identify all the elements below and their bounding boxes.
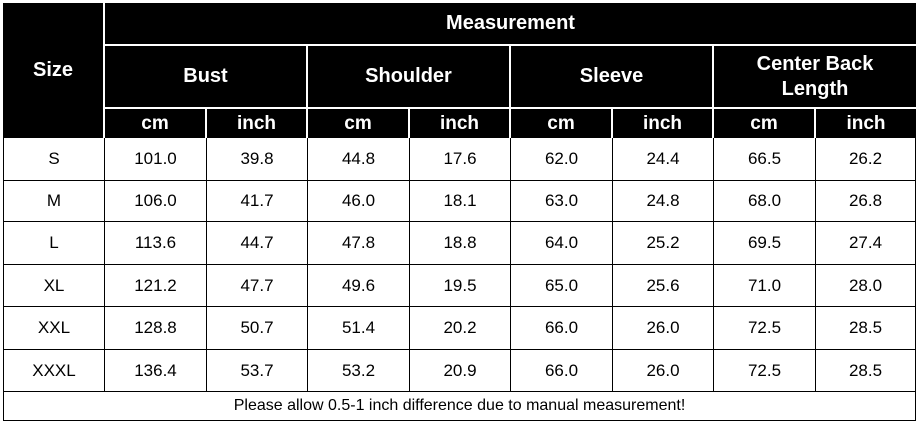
value-cell: 50.7 <box>207 307 308 350</box>
value-cell: 68.0 <box>714 181 816 222</box>
value-cell: 53.7 <box>207 350 308 392</box>
value-cell: 69.5 <box>714 222 816 265</box>
value-cell: 71.0 <box>714 265 816 307</box>
unit-header: cm <box>308 109 410 138</box>
value-cell: 26.2 <box>816 138 916 181</box>
value-cell: 18.1 <box>410 181 511 222</box>
size-header: Size <box>3 3 105 138</box>
value-cell: 25.2 <box>613 222 714 265</box>
value-cell: 28.5 <box>816 307 916 350</box>
value-cell: 18.8 <box>410 222 511 265</box>
value-cell: 51.4 <box>308 307 410 350</box>
value-cell: 128.8 <box>105 307 207 350</box>
group-header: Shoulder <box>308 46 511 109</box>
value-cell: 20.9 <box>410 350 511 392</box>
value-cell: 72.5 <box>714 307 816 350</box>
size-cell: L <box>3 222 105 265</box>
group-header: Sleeve <box>511 46 714 109</box>
value-cell: 39.8 <box>207 138 308 181</box>
measurement-header: Measurement <box>105 3 916 46</box>
unit-header: inch <box>207 109 308 138</box>
value-cell: 44.7 <box>207 222 308 265</box>
value-cell: 26.0 <box>613 307 714 350</box>
value-cell: 101.0 <box>105 138 207 181</box>
value-cell: 49.6 <box>308 265 410 307</box>
group-header: Center Back Length <box>714 46 916 109</box>
value-cell: 72.5 <box>714 350 816 392</box>
value-cell: 46.0 <box>308 181 410 222</box>
value-cell: 62.0 <box>511 138 613 181</box>
unit-header: cm <box>105 109 207 138</box>
size-cell: XXXL <box>3 350 105 392</box>
unit-header: cm <box>714 109 816 138</box>
value-cell: 28.5 <box>816 350 916 392</box>
value-cell: 41.7 <box>207 181 308 222</box>
value-cell: 136.4 <box>105 350 207 392</box>
unit-header: inch <box>613 109 714 138</box>
value-cell: 106.0 <box>105 181 207 222</box>
value-cell: 24.4 <box>613 138 714 181</box>
value-cell: 28.0 <box>816 265 916 307</box>
size-cell: XXL <box>3 307 105 350</box>
value-cell: 26.8 <box>816 181 916 222</box>
unit-header: inch <box>410 109 511 138</box>
value-cell: 64.0 <box>511 222 613 265</box>
value-cell: 121.2 <box>105 265 207 307</box>
size-cell: M <box>3 181 105 222</box>
value-cell: 17.6 <box>410 138 511 181</box>
value-cell: 113.6 <box>105 222 207 265</box>
unit-header: inch <box>816 109 916 138</box>
value-cell: 24.8 <box>613 181 714 222</box>
value-cell: 20.2 <box>410 307 511 350</box>
value-cell: 47.7 <box>207 265 308 307</box>
footer-note: Please allow 0.5-1 inch difference due t… <box>3 392 916 421</box>
value-cell: 65.0 <box>511 265 613 307</box>
value-cell: 47.8 <box>308 222 410 265</box>
value-cell: 27.4 <box>816 222 916 265</box>
value-cell: 26.0 <box>613 350 714 392</box>
size-cell: XL <box>3 265 105 307</box>
size-cell: S <box>3 138 105 181</box>
unit-header: cm <box>511 109 613 138</box>
value-cell: 66.0 <box>511 350 613 392</box>
value-cell: 25.6 <box>613 265 714 307</box>
value-cell: 19.5 <box>410 265 511 307</box>
value-cell: 66.5 <box>714 138 816 181</box>
value-cell: 44.8 <box>308 138 410 181</box>
value-cell: 63.0 <box>511 181 613 222</box>
value-cell: 66.0 <box>511 307 613 350</box>
value-cell: 53.2 <box>308 350 410 392</box>
group-header: Bust <box>105 46 308 109</box>
